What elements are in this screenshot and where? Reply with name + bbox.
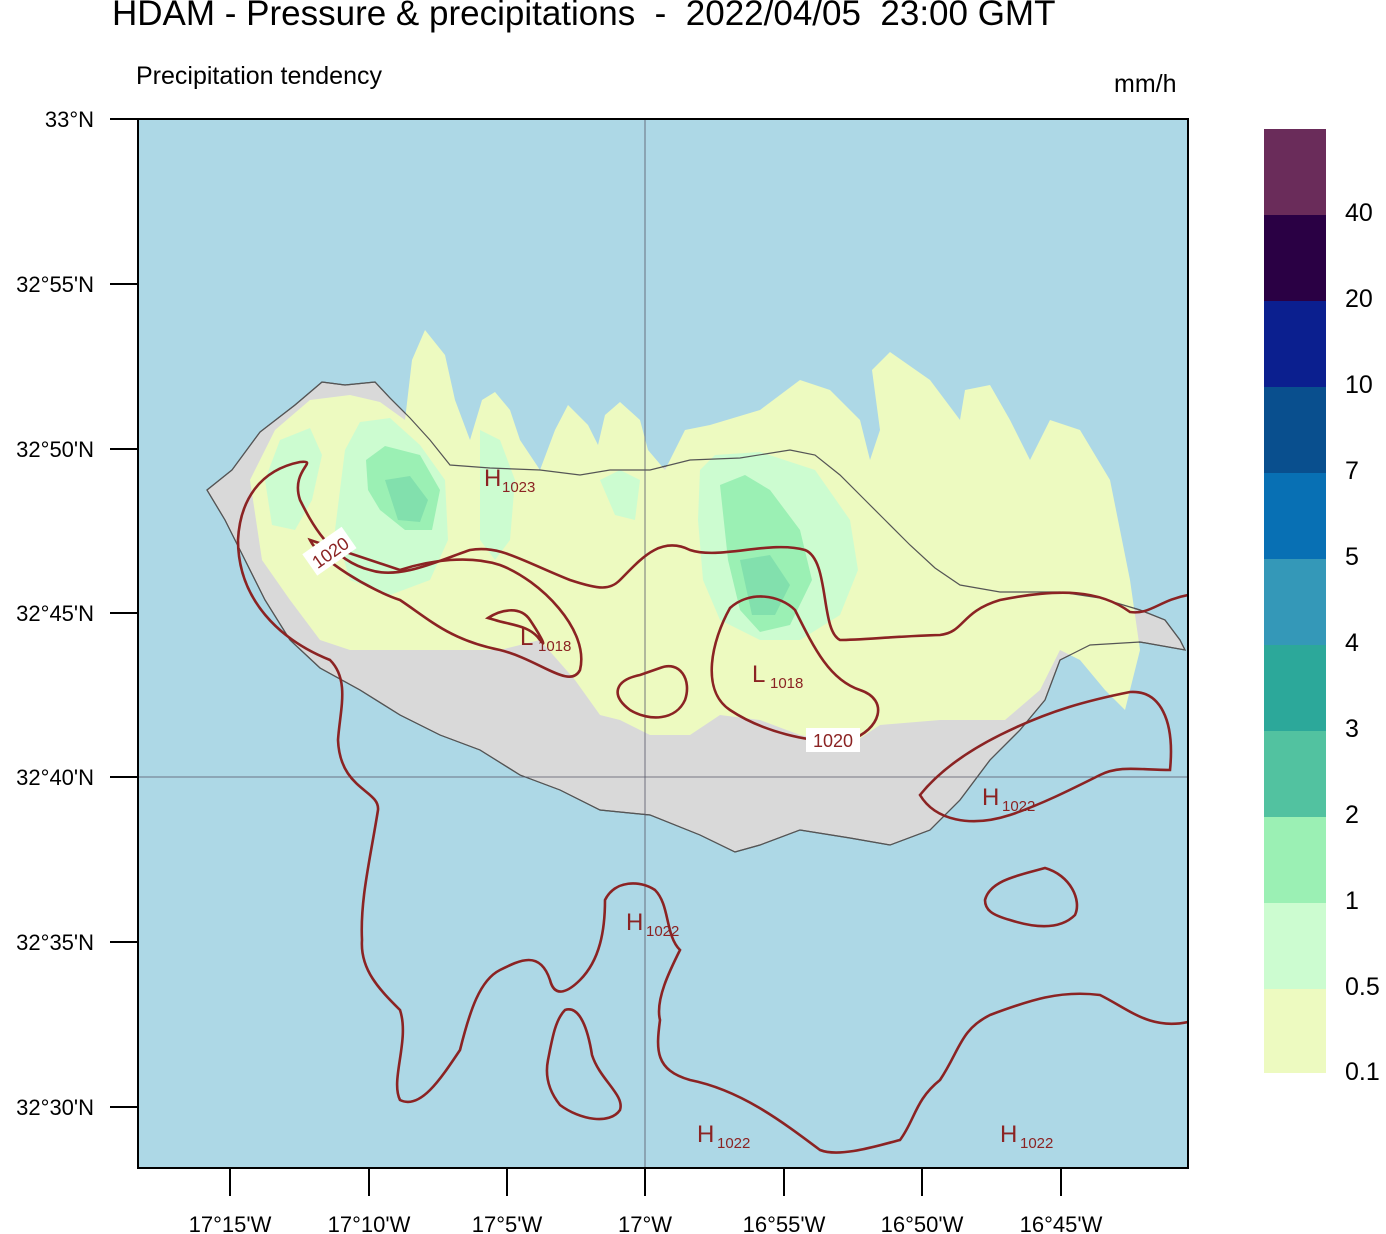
svg-text:1020: 1020 xyxy=(813,731,853,751)
lat-label: 32°35'N xyxy=(16,930,94,955)
colorbar-label: 10 xyxy=(1345,371,1373,399)
svg-text:1023: 1023 xyxy=(502,479,535,496)
colorbar-swatch xyxy=(1264,215,1326,301)
svg-text:1018: 1018 xyxy=(770,675,803,692)
colorbar-label: 0.1 xyxy=(1345,1058,1380,1086)
isobars xyxy=(236,460,1188,1154)
svg-text:H: H xyxy=(626,909,643,936)
map-frame xyxy=(137,118,1189,1169)
colorbar-label: 5 xyxy=(1345,543,1359,571)
units-label: mm/h xyxy=(1114,70,1177,98)
lon-label: 17°10'W xyxy=(328,1212,411,1234)
svg-text:L: L xyxy=(520,624,533,651)
lat-label: 32°50'N xyxy=(16,437,94,462)
lon-label: 16°50'W xyxy=(881,1212,964,1234)
pressure-center-high: H 1022 xyxy=(982,784,1035,815)
svg-text:1018: 1018 xyxy=(538,638,571,655)
colorbar-swatch xyxy=(1264,387,1326,473)
lon-label: 17°W xyxy=(618,1212,672,1234)
lat-label: 32°40'N xyxy=(16,765,94,790)
pressure-center-high: H 1023 xyxy=(484,465,535,496)
svg-text:H: H xyxy=(484,465,501,492)
map-subtitle: Precipitation tendency xyxy=(136,62,382,90)
colorbar-label: 4 xyxy=(1345,629,1359,657)
colorbar-swatch xyxy=(1264,731,1326,817)
colorbar-swatch xyxy=(1264,903,1326,989)
colorbar-swatch xyxy=(1264,473,1326,559)
colorbar-label: 3 xyxy=(1345,715,1359,743)
island-coastline xyxy=(206,381,1187,853)
colorbar-swatch xyxy=(1264,645,1326,731)
map-title: HDAM - Pressure & precipitations - 2022/… xyxy=(112,0,1056,33)
svg-text:H: H xyxy=(697,1121,714,1148)
colorbar-swatch xyxy=(1264,129,1326,215)
colorbar xyxy=(1264,129,1326,1073)
isobar-label-2: 1020 xyxy=(806,728,860,752)
lon-label: 17°15'W xyxy=(189,1212,272,1234)
lat-label: 33°N xyxy=(45,107,94,132)
colorbar-swatch xyxy=(1264,817,1326,903)
lon-label: 16°45'W xyxy=(1020,1212,1103,1234)
svg-text:1022: 1022 xyxy=(1020,1135,1053,1152)
svg-text:L: L xyxy=(752,661,765,688)
svg-text:H: H xyxy=(982,784,999,811)
pressure-center-low: L 1018 xyxy=(520,624,571,655)
colorbar-swatch xyxy=(1264,989,1326,1073)
colorbar-label: 2 xyxy=(1345,801,1359,829)
colorbar-label: 7 xyxy=(1345,457,1359,485)
colorbar-label: 0.5 xyxy=(1345,973,1380,1001)
pressure-centers: H 1023 L 1018 L 1018 H 1022 H 1022 H 102… xyxy=(484,465,1053,1152)
precip-band-1 xyxy=(366,446,812,632)
longitude-axis: 17°15'W 17°10'W 17°5'W 17°W 16°55'W 16°5… xyxy=(189,1168,1103,1234)
colorbar-label: 20 xyxy=(1345,285,1373,313)
lon-label: 16°55'W xyxy=(743,1212,826,1234)
lat-label: 32°45'N xyxy=(16,601,94,626)
colorbar-swatch xyxy=(1264,301,1326,387)
svg-text:1022: 1022 xyxy=(646,923,679,940)
lat-label: 32°30'N xyxy=(16,1095,94,1120)
pressure-center-high: H 1022 xyxy=(1000,1121,1053,1152)
colorbar-label: 1 xyxy=(1345,887,1359,915)
latitude-axis: 33°N 32°55'N 32°50'N 32°45'N 32°40'N 32°… xyxy=(16,107,138,1120)
lon-label: 17°5'W xyxy=(472,1212,543,1234)
pressure-center-high: H 1022 xyxy=(626,909,679,940)
svg-text:1022: 1022 xyxy=(1002,798,1035,815)
pressure-center-high: H 1022 xyxy=(697,1121,750,1152)
pressure-center-low: L 1018 xyxy=(752,661,803,692)
colorbar-swatch xyxy=(1264,559,1326,645)
svg-text:1022: 1022 xyxy=(717,1135,750,1152)
svg-text:H: H xyxy=(1000,1121,1017,1148)
colorbar-label: 40 xyxy=(1345,199,1373,227)
lat-label: 32°55'N xyxy=(16,272,94,297)
